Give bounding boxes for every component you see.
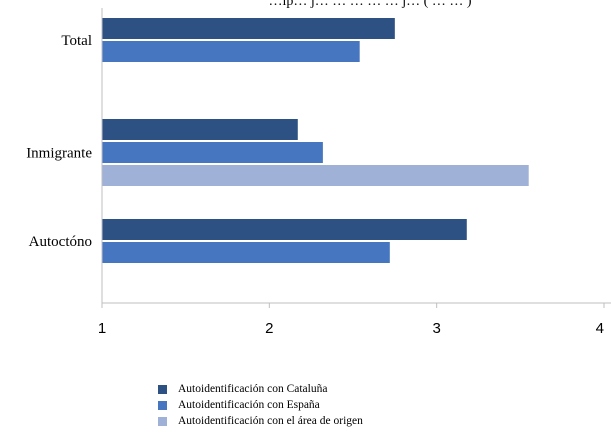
- legend-item-espana: Autoidentificación con España: [158, 397, 363, 413]
- bar-inmigrante-series-1: [102, 142, 323, 163]
- x-axis-ticks: 1 2 3 4: [98, 303, 605, 337]
- category-label-inmigrante: Inmigrante: [26, 146, 92, 162]
- x-tick-label-4: 4: [596, 320, 604, 337]
- x-tick-label-3: 3: [432, 320, 440, 337]
- chart-title: …lp… j… … … … … j… ( … … ): [269, 0, 472, 9]
- bar-autoctono-series-1: [102, 242, 390, 263]
- category-label-total: Total: [61, 33, 92, 49]
- legend-item-origen: Autoidentificación con el área de origen: [158, 413, 363, 429]
- legend-item-cataluna: Autoidentificación con Cataluña: [158, 381, 363, 397]
- legend-label-origen: Autoidentificación con el área de origen: [178, 415, 363, 427]
- bar-autoctono-series-0: [102, 219, 467, 240]
- category-labels: Total Inmigrante Autoctóno: [26, 33, 92, 250]
- x-tick-label-2: 2: [265, 320, 273, 337]
- legend-swatch-cataluna: [158, 384, 167, 394]
- legend-swatch-espana: [158, 400, 167, 410]
- legend-swatch-origen: [158, 416, 167, 426]
- legend-label-espana: Autoidentificación con España: [178, 399, 320, 411]
- bar-inmigrante-series-0: [102, 119, 298, 140]
- legend: Autoidentificación con Cataluña Autoiden…: [158, 381, 363, 429]
- bar-total-series-1: [102, 41, 360, 62]
- bars-group: [102, 18, 529, 263]
- x-tick-label-1: 1: [98, 320, 106, 337]
- category-label-autoctono: Autoctóno: [29, 234, 92, 250]
- bar-total-series-0: [102, 18, 395, 39]
- bar-inmigrante-series-2: [102, 165, 529, 186]
- legend-label-cataluna: Autoidentificación con Cataluña: [178, 383, 328, 395]
